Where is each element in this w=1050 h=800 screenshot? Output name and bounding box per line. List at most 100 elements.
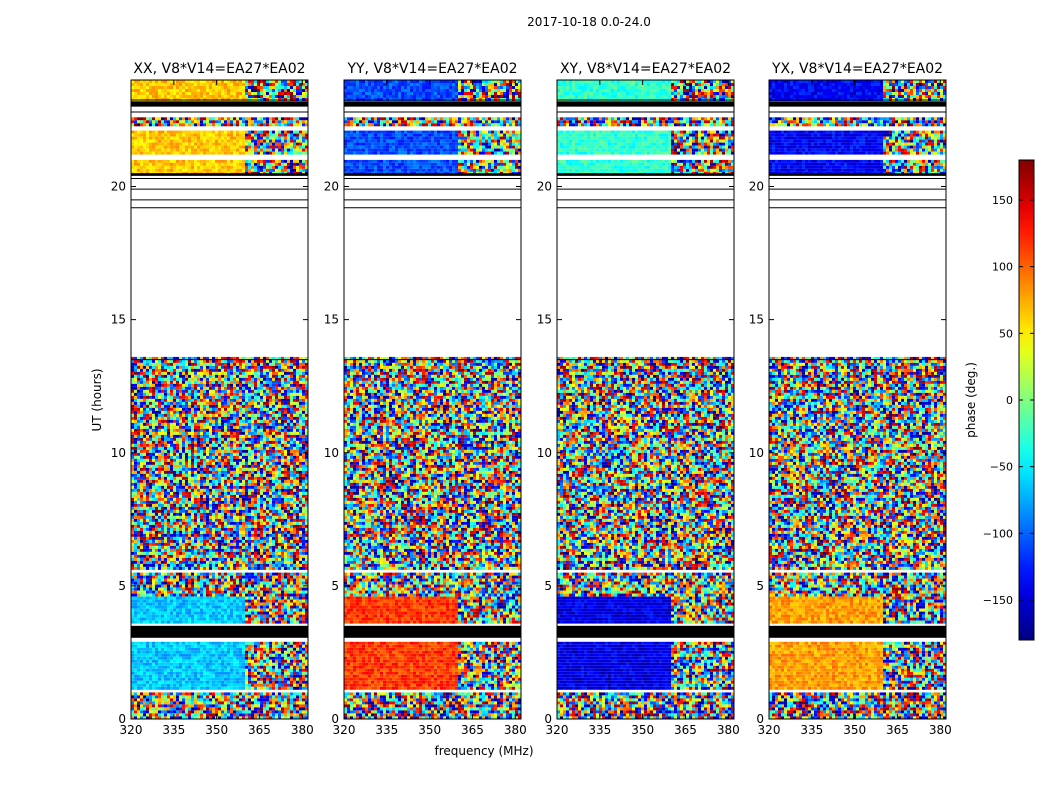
data-cell <box>149 606 152 609</box>
data-cell <box>302 471 305 474</box>
data-cell <box>134 582 137 585</box>
data-cell <box>236 363 239 366</box>
data-cell <box>203 468 206 471</box>
data-cell <box>245 707 248 710</box>
data-cell <box>167 612 170 615</box>
data-cell <box>179 651 182 654</box>
data-cell <box>209 384 212 387</box>
data-cell <box>140 381 143 384</box>
data-cell <box>194 606 197 609</box>
data-cell <box>260 432 263 435</box>
data-cell <box>137 462 140 465</box>
data-cell <box>161 612 164 615</box>
data-cell <box>158 695 161 698</box>
data-cell <box>176 585 179 588</box>
data-cell <box>233 393 236 396</box>
data-cell <box>170 591 173 594</box>
data-cell <box>266 642 269 645</box>
data-cell <box>293 360 296 363</box>
data-cell <box>254 698 257 701</box>
data-cell <box>278 591 281 594</box>
data-cell <box>290 447 293 450</box>
data-cell <box>194 573 197 576</box>
data-cell <box>293 609 296 612</box>
data-cell <box>299 576 302 579</box>
data-cell <box>134 384 137 387</box>
data-cell <box>209 366 212 369</box>
data-cell <box>242 441 245 444</box>
data-cell <box>170 378 173 381</box>
data-cell <box>176 615 179 618</box>
data-cell <box>296 378 299 381</box>
data-cell <box>233 447 236 450</box>
data-cell <box>257 603 260 606</box>
data-cell <box>245 432 248 435</box>
data-cell <box>209 642 212 645</box>
data-cell <box>248 707 251 710</box>
data-cell <box>251 681 254 684</box>
data-cell <box>200 660 203 663</box>
data-cell <box>293 387 296 390</box>
data-cell <box>272 363 275 366</box>
data-cell <box>140 710 143 713</box>
data-cell <box>302 681 305 684</box>
data-cell <box>182 408 185 411</box>
data-cell <box>296 663 299 666</box>
data-cell <box>137 393 140 396</box>
data-cell <box>155 423 158 426</box>
data-cell <box>275 612 278 615</box>
data-cell <box>194 375 197 378</box>
data-cell <box>173 387 176 390</box>
data-cell <box>140 360 143 363</box>
data-cell <box>176 456 179 459</box>
data-cell <box>182 381 185 384</box>
data-cell <box>218 426 221 429</box>
data-cell <box>146 654 149 657</box>
data-cell <box>230 402 233 405</box>
data-cell <box>140 438 143 441</box>
data-cell <box>155 375 158 378</box>
data-cell <box>134 576 137 579</box>
data-cell <box>155 363 158 366</box>
data-cell <box>281 372 284 375</box>
data-cell <box>179 597 182 600</box>
data-cell <box>224 588 227 591</box>
data-cell <box>185 621 188 624</box>
data-cell <box>260 408 263 411</box>
data-cell <box>296 681 299 684</box>
data-cell <box>275 701 278 704</box>
data-cell <box>173 411 176 414</box>
data-cell <box>170 675 173 678</box>
data-cell <box>278 678 281 681</box>
data-cell <box>287 684 290 687</box>
data-cell <box>296 372 299 375</box>
data-cell <box>242 456 245 459</box>
data-cell <box>236 675 239 678</box>
data-cell <box>161 417 164 420</box>
data-cell <box>194 687 197 690</box>
data-cell <box>152 669 155 672</box>
data-cell <box>143 710 146 713</box>
data-cell <box>302 678 305 681</box>
data-cell <box>164 621 167 624</box>
data-cell <box>221 642 224 645</box>
data-cell <box>134 603 137 606</box>
data-cell <box>140 459 143 462</box>
data-cell <box>191 672 194 675</box>
data-cell <box>179 582 182 585</box>
data-cell <box>149 600 152 603</box>
data-cell <box>293 597 296 600</box>
data-cell <box>143 438 146 441</box>
data-cell <box>197 399 200 402</box>
data-cell <box>176 462 179 465</box>
data-cell <box>215 477 218 480</box>
data-cell <box>287 441 290 444</box>
data-cell <box>197 621 200 624</box>
data-cell <box>185 684 188 687</box>
data-cell <box>272 390 275 393</box>
data-cell <box>206 414 209 417</box>
data-cell <box>254 420 257 423</box>
data-cell <box>299 663 302 666</box>
data-cell <box>176 698 179 701</box>
data-cell <box>242 393 245 396</box>
